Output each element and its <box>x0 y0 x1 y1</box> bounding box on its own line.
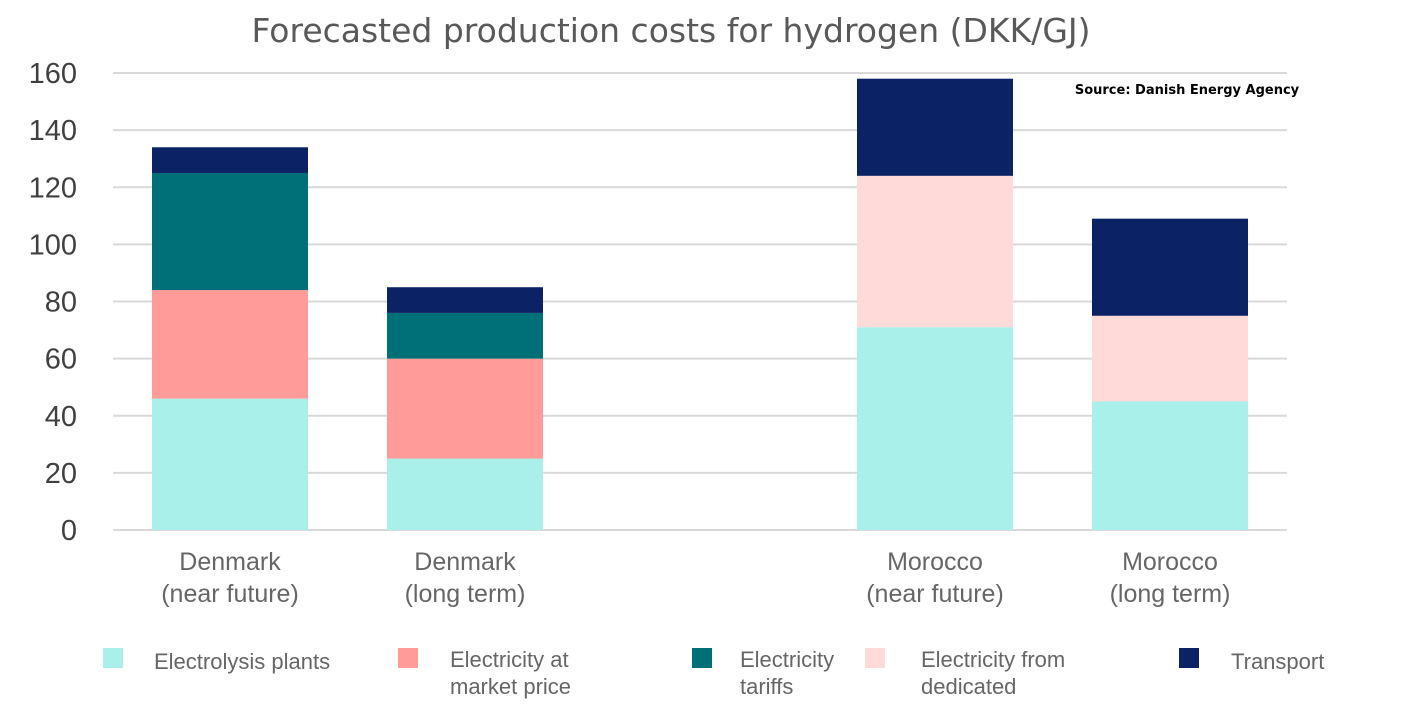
x-category-label: Morocco (long term) <box>1110 548 1231 608</box>
legend: Electrolysis plants Electricity at market … <box>103 647 1324 699</box>
legend-label-line: Electricity <box>740 647 834 672</box>
x-category-label: Denmark (near future) <box>161 548 299 608</box>
y-tick-label: 80 <box>45 287 77 319</box>
y-tick-label: 140 <box>29 115 77 147</box>
legend-swatch-electrolysis-plants <box>103 648 123 668</box>
y-tick-label: 40 <box>45 401 77 433</box>
source-note: Source: Danish Energy Agency <box>1075 83 1300 98</box>
legend-label-line: tariffs <box>740 674 793 699</box>
legend-label-electricity-tariffs: Electricity tariffs <box>740 647 834 699</box>
bar-segment-electricity-tariffs-denmark-near-future <box>152 172 308 291</box>
bar-segment-electricity-at-market-price-denmark-near-future <box>152 290 308 399</box>
bar-segment-transport-morocco-near-future <box>857 78 1013 176</box>
x-category-label-line: (long term) <box>1110 580 1231 608</box>
legend-label-line: Electrolysis plants <box>154 649 330 674</box>
x-category-label: Denmark (long term) <box>405 548 526 608</box>
bar-segment-electricity-from-dedicated-morocco-long-term <box>1092 315 1248 402</box>
legend-swatch-electricity-tariffs <box>692 648 712 668</box>
x-category-label-line: (near future) <box>161 580 299 608</box>
x-category-label-line: Denmark <box>414 548 516 576</box>
bar-segment-electrolysis-plants-morocco-near-future <box>857 327 1013 530</box>
legend-label-electricity-from-dedicated: Electricity from dedicated <box>921 647 1065 699</box>
legend-label-electricity-at-market-price: Electricity at market price <box>450 647 571 699</box>
y-tick-label: 60 <box>45 344 77 376</box>
bar-segment-electricity-tariffs-denmark-long-term <box>387 312 543 359</box>
legend-label-line: Transport <box>1231 649 1324 674</box>
legend-swatch-electricity-at-market-price <box>398 648 418 668</box>
legend-swatch-transport <box>1179 648 1199 668</box>
legend-label-electrolysis-plants: Electrolysis plants <box>154 649 330 674</box>
legend-label-line: market price <box>450 674 571 699</box>
chart-title: Forecasted production costs for hydrogen… <box>251 11 1090 50</box>
x-axis-categories: Denmark (near future)Denmark (long term)Mo… <box>161 548 1230 608</box>
bar-segment-transport-denmark-near-future <box>152 147 308 173</box>
x-category-label-line: Morocco <box>887 548 983 576</box>
legend-label-transport: Transport <box>1231 649 1324 674</box>
y-tick-label: 120 <box>29 172 77 204</box>
bar-segment-electrolysis-plants-morocco-long-term <box>1092 401 1248 530</box>
bar-segment-electricity-from-dedicated-morocco-near-future <box>857 175 1013 328</box>
legend-label-line: Electricity at <box>450 647 569 672</box>
bar-segment-electrolysis-plants-denmark-near-future <box>152 398 308 530</box>
gridlines <box>113 72 1287 531</box>
y-tick-label: 0 <box>61 515 77 547</box>
bar-segment-transport-denmark-long-term <box>387 287 543 313</box>
bar-segment-electrolysis-plants-denmark-long-term <box>387 458 543 530</box>
x-category-label-line: (long term) <box>405 580 526 608</box>
legend-swatch-electricity-from-dedicated <box>865 648 885 668</box>
x-category-label-line: Denmark <box>179 548 281 576</box>
legend-label-line: Electricity from <box>921 647 1065 672</box>
x-category-label-line: (near future) <box>866 580 1004 608</box>
bar-segment-transport-morocco-long-term <box>1092 218 1248 316</box>
y-tick-label: 20 <box>45 458 77 490</box>
legend-label-line: dedicated <box>921 674 1016 699</box>
x-category-label-line: Morocco <box>1122 548 1218 576</box>
y-tick-label: 100 <box>29 229 77 261</box>
bar-segment-electricity-at-market-price-denmark-long-term <box>387 358 543 459</box>
bars <box>152 78 1248 530</box>
x-category-label: Morocco (near future) <box>866 548 1004 608</box>
y-axis-ticks: 0 20 40 60 80 100 120 140 160 <box>29 58 77 547</box>
y-tick-label: 160 <box>29 58 77 90</box>
